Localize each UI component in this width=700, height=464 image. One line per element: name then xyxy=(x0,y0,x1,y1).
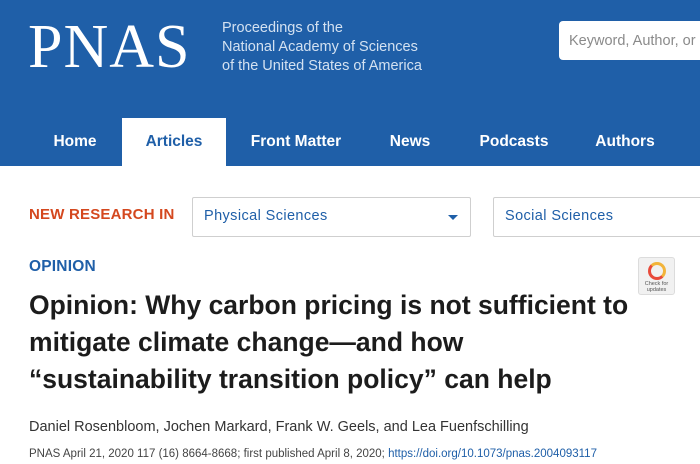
nav-item-home[interactable]: Home xyxy=(53,133,97,150)
badge-text-line-2: updates xyxy=(646,287,667,293)
select-value: Physical Sciences xyxy=(204,208,328,224)
badge-text-line-1: Check for xyxy=(644,281,669,287)
journal-tagline: Proceedings of the National Academy of S… xyxy=(222,19,422,76)
nav-item-front-matter[interactable]: Front Matter xyxy=(250,133,342,150)
select-value: Social Sciences xyxy=(505,208,614,224)
search-box xyxy=(559,21,700,60)
tagline-line-2: National Academy of Sciences xyxy=(222,39,418,55)
physical-sciences-select[interactable]: Physical Sciences xyxy=(192,197,471,237)
article-section-label[interactable]: OPINION xyxy=(29,258,96,275)
badge-text: Check for updates xyxy=(639,281,674,293)
nav-item-articles[interactable]: Articles xyxy=(122,118,226,166)
chevron-down-icon xyxy=(448,215,458,220)
check-updates-icon xyxy=(648,262,666,280)
social-sciences-select[interactable]: Social Sciences xyxy=(493,197,700,237)
article-authors: Daniel Rosenbloom, Jochen Markard, Frank… xyxy=(29,419,529,435)
check-for-updates-badge[interactable]: Check for updates xyxy=(638,257,675,295)
search-input[interactable] xyxy=(559,21,700,60)
nav-item-podcasts[interactable]: Podcasts xyxy=(479,133,549,150)
site-header: PNAS Proceedings of the National Academy… xyxy=(0,0,700,166)
article-citation: PNAS April 21, 2020 117 (16) 8664-8668; … xyxy=(29,448,597,460)
tagline-line-3: of the United States of America xyxy=(222,58,422,74)
nav-item-authors[interactable]: Authors xyxy=(595,133,655,150)
citation-text: PNAS April 21, 2020 117 (16) 8664-8668; … xyxy=(29,448,385,460)
new-research-label: NEW RESEARCH IN xyxy=(29,206,175,223)
nav-item-news[interactable]: News xyxy=(389,133,431,150)
pnas-logo[interactable]: PNAS xyxy=(28,13,191,81)
main-nav: Home Articles Front Matter News Podcasts… xyxy=(0,118,700,166)
tagline-line-1: Proceedings of the xyxy=(222,20,343,36)
article-title: Opinion: Why carbon pricing is not suffi… xyxy=(29,290,629,394)
doi-link[interactable]: https://doi.org/10.1073/pnas.2004093117 xyxy=(388,448,597,460)
